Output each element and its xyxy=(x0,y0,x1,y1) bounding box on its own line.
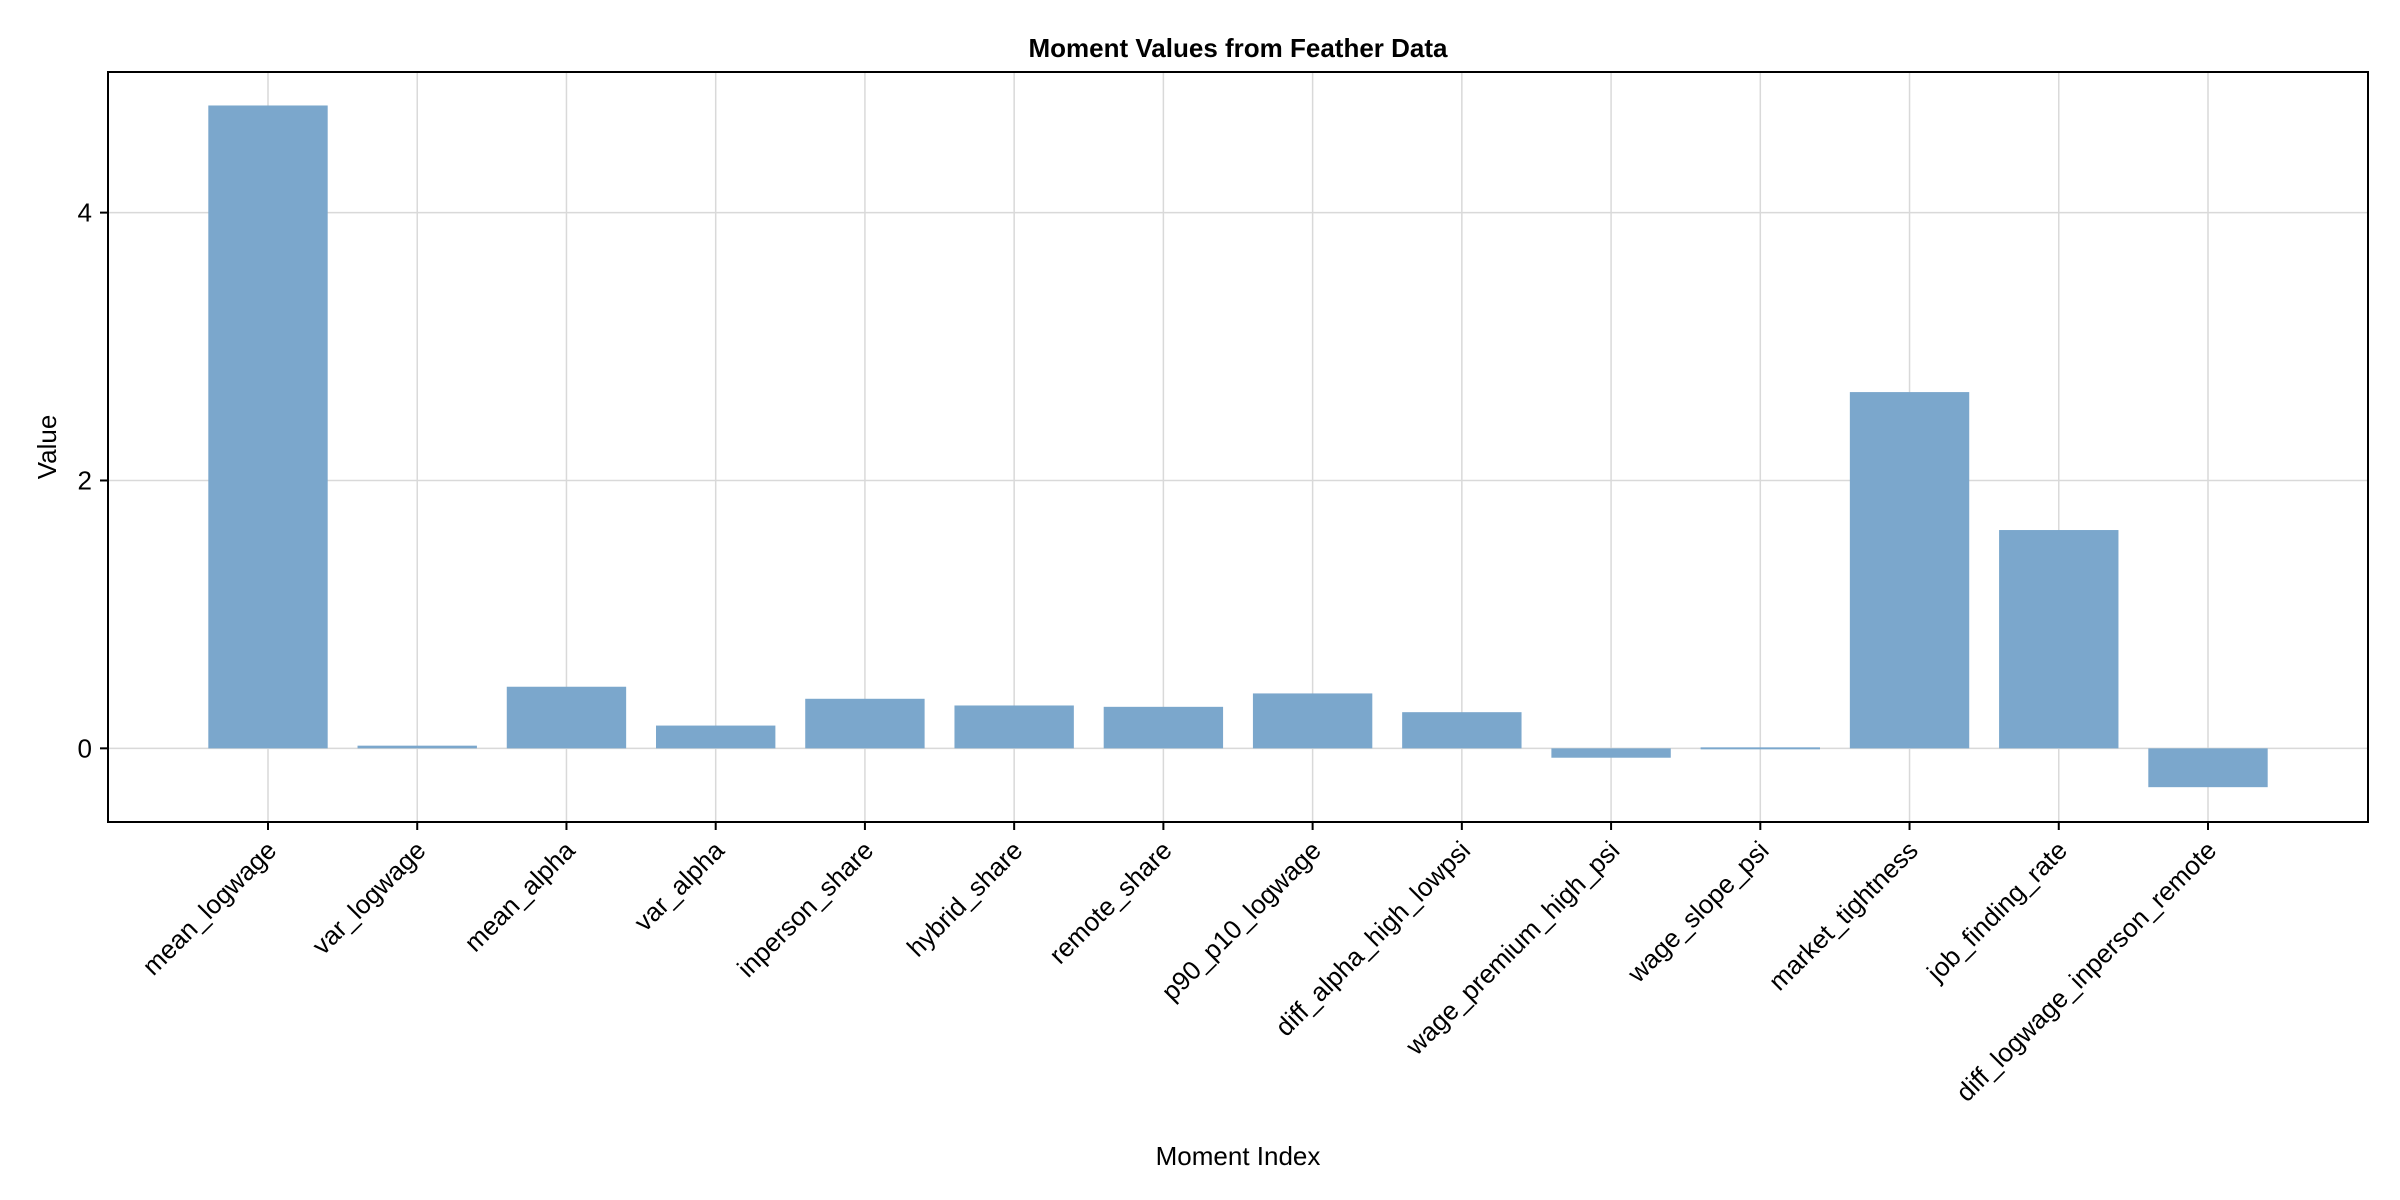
chart-title: Moment Values from Feather Data xyxy=(1029,33,1449,63)
x-tick-label: inperson_share xyxy=(731,835,879,983)
y-tick-label: 4 xyxy=(78,198,92,228)
x-tick-label: hybrid_share xyxy=(901,835,1029,963)
x-tick-label: mean_alpha xyxy=(458,835,581,958)
x-tick-label: p90_p10_logwage xyxy=(1155,835,1327,1007)
x-tick-label: job_finding_rate xyxy=(1920,835,2073,988)
x-tick-label: market_tightness xyxy=(1763,835,1924,996)
bar-p90_p10_logwage xyxy=(1252,693,1373,749)
bar-job_finding_rate xyxy=(1999,530,2119,749)
x-tick-label: wage_slope_psi xyxy=(1621,835,1775,989)
bar-diff_alpha_high_lowpsi xyxy=(1402,712,1522,749)
y-axis-ticks: 0 2 4 xyxy=(78,198,108,763)
x-tick-label: var_alpha xyxy=(628,835,730,937)
bar-wage_premium_high_psi xyxy=(1551,748,1671,758)
x-tick-label: mean_logwage xyxy=(136,835,282,981)
x-axis-label: Moment Index xyxy=(1156,1141,1321,1171)
bar-hybrid_share xyxy=(954,705,1074,749)
bar-diff_logwage_inperson_remote xyxy=(2148,748,2268,788)
bars xyxy=(208,105,2268,788)
x-tick-label: var_logwage xyxy=(306,835,431,960)
bar-var_alpha xyxy=(656,725,776,749)
y-tick-label: 0 xyxy=(78,733,92,763)
bar-market_tightness xyxy=(1849,392,1970,749)
bar-remote_share xyxy=(1103,706,1224,749)
y-axis-label: Value xyxy=(32,415,62,480)
x-tick-label: remote_share xyxy=(1043,835,1178,970)
bar-mean_logwage xyxy=(208,105,328,749)
y-tick-label: 2 xyxy=(78,465,92,495)
x-tick-label: diff_logwage_inperson_remote xyxy=(1950,835,2222,1107)
x-axis-ticks: mean_logwage var_logwage mean_alpha var_alp… xyxy=(136,822,2222,1107)
bar-mean_alpha xyxy=(506,686,627,749)
bar-wage_slope_psi xyxy=(1700,747,1820,750)
bar-inperson_share xyxy=(805,698,925,749)
bar-var_logwage xyxy=(357,745,477,749)
plot-frame xyxy=(107,71,2369,823)
